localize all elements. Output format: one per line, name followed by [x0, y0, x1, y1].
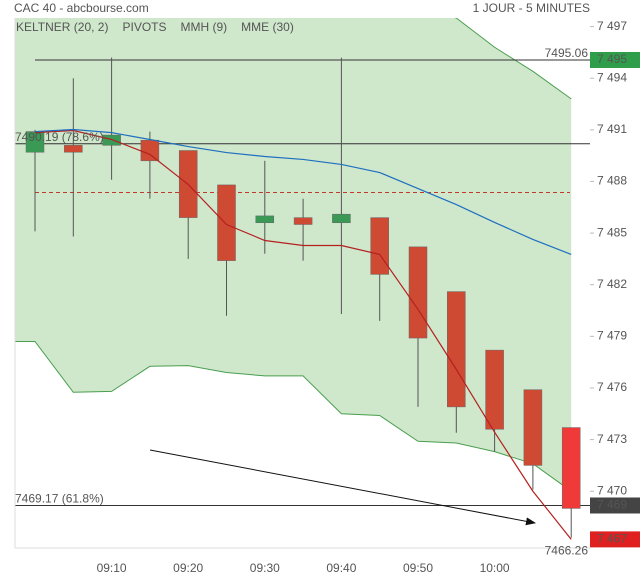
y-tick-label: 7 485 — [597, 225, 627, 239]
y-tick-label: 7 479 — [597, 329, 627, 343]
x-tick-label: 09:40 — [326, 561, 356, 575]
price-tag — [590, 497, 640, 514]
last-value-label: 7466.26 — [545, 544, 589, 558]
ma-line — [34, 129, 572, 540]
y-tick-label: 7 491 — [597, 122, 627, 136]
ma-line — [34, 128, 572, 255]
legend-entry: PIVOTS — [122, 20, 166, 34]
y-tick-label: 7 494 — [597, 70, 627, 84]
candle-body — [140, 139, 160, 162]
candle-body — [408, 246, 428, 339]
level-label: 7469.17 (61.8%) — [15, 492, 104, 506]
keltner-band — [15, 18, 572, 492]
legend-entry: KELTNER (20, 2) — [16, 20, 108, 34]
legend-entry: MME (30) — [241, 20, 294, 34]
candle-body — [64, 145, 83, 153]
candle-body — [102, 134, 121, 146]
keltner-lower — [15, 341, 572, 492]
y-tick-label: 7 497 — [597, 19, 627, 33]
keltner-upper — [454, 18, 572, 100]
y-tick-label: 7 482 — [597, 277, 627, 291]
price-tag-label: 7 469 — [597, 498, 627, 512]
price-tag — [590, 531, 640, 548]
level-label: 7490.19 (78.6%) — [15, 130, 104, 144]
plot-area — [15, 18, 590, 540]
candle-body — [217, 184, 236, 261]
candle-body — [293, 217, 313, 225]
x-tick-label: 09:10 — [97, 561, 127, 575]
chart-subtitle: 1 JOUR - 5 MINUTES — [473, 1, 590, 15]
legend-entry: MMH (9) — [181, 20, 228, 34]
price-tag-label: 7 495 — [597, 52, 627, 66]
y-tick-label: 7 476 — [597, 380, 627, 394]
price-tag-label: 7 467 — [597, 532, 627, 546]
y-tick-label: 7 488 — [597, 174, 627, 188]
x-tick-label: 10:00 — [480, 561, 510, 575]
x-tick-label: 09:20 — [173, 561, 203, 575]
y-tick-label: 7 473 — [597, 432, 627, 446]
x-tick-label: 09:30 — [250, 561, 280, 575]
chart-title: CAC 40 - abcbourse.com — [14, 1, 149, 15]
level-label: 7495.06 — [545, 46, 589, 60]
candle-body — [255, 215, 275, 224]
candle-body — [447, 291, 466, 408]
candle-body — [561, 427, 581, 509]
x-tick-label: 09:50 — [403, 561, 433, 575]
candle-body — [370, 217, 389, 275]
y-tick-label: 7 470 — [597, 483, 627, 497]
candle-body — [332, 213, 351, 224]
candle-body — [485, 349, 504, 430]
candle-body — [523, 389, 543, 466]
price-tag — [590, 51, 640, 68]
trend-arrow — [149, 449, 536, 526]
